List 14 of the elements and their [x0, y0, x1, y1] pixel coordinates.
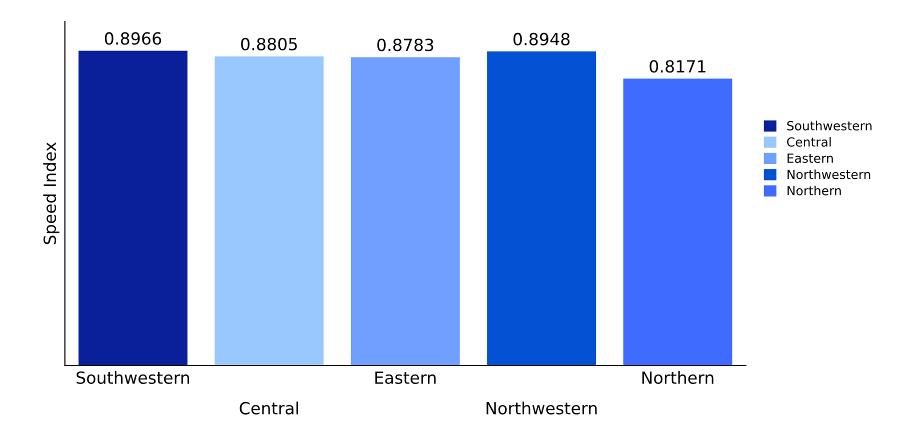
legend-label: Central	[787, 137, 831, 147]
x-tick-label: Northern	[642, 371, 714, 384]
y-axis-title: Speed Index	[43, 142, 60, 244]
data-label: 0.8783	[377, 38, 434, 52]
legend-label: Northwestern	[788, 169, 870, 180]
legend-label: Northern	[788, 186, 841, 196]
x-tick-label: Eastern	[375, 372, 436, 384]
legend-label: Eastern	[788, 154, 833, 163]
x-tick-label: Southwestern	[76, 371, 190, 384]
data-label: 0.8171	[650, 60, 706, 73]
legend-label: Southwestern	[787, 120, 872, 130]
data-label: 0.8966	[104, 32, 162, 45]
data-label: 0.8805	[241, 38, 297, 50]
data-label: 0.8948	[513, 32, 570, 46]
